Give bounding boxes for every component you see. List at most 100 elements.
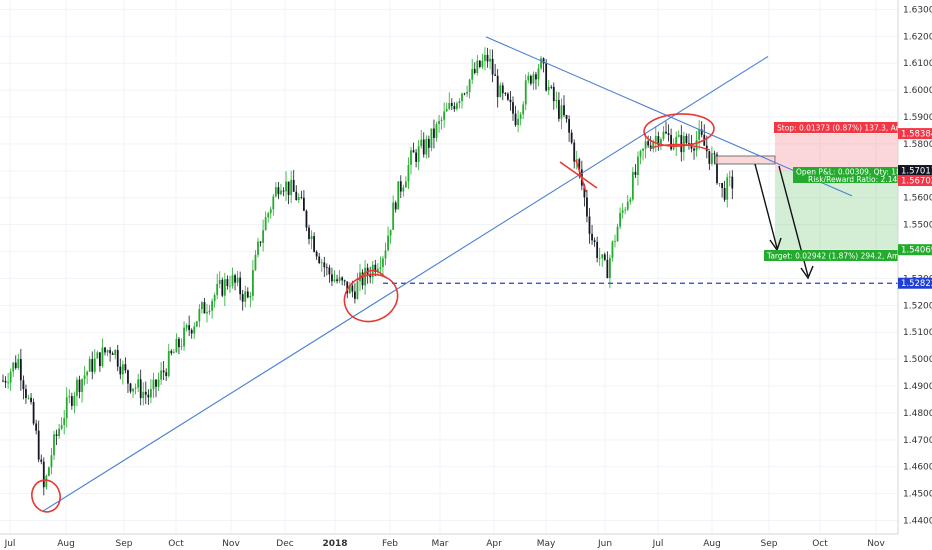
y-tick-label: 1.56000: [903, 194, 932, 204]
downtrend-line[interactable]: [485, 36, 853, 197]
candle-body: [48, 467, 50, 476]
candle-body: [700, 129, 703, 135]
candle-body: [25, 389, 27, 398]
candle-body: [578, 159, 581, 170]
candle-body: [132, 388, 134, 392]
y-tick-label: 1.48000: [903, 409, 932, 419]
x-tick-label: Mar: [432, 539, 449, 549]
candle-body: [665, 131, 667, 134]
candle-body: [484, 54, 486, 61]
candle-body: [206, 312, 208, 314]
candle-body: [346, 281, 349, 294]
candle-body: [711, 153, 713, 164]
price-badge-label: 1.58384: [901, 130, 932, 140]
candle-body: [150, 388, 152, 398]
candle-body: [542, 58, 545, 64]
position-zones: [775, 133, 898, 250]
candle-body: [229, 285, 231, 287]
candle-body: [313, 236, 315, 252]
candle-body: [348, 285, 351, 294]
candle-body: [448, 102, 451, 109]
candle-body: [672, 145, 675, 150]
x-tick-label: Sep: [116, 539, 133, 549]
x-tick-label: Jul: [652, 539, 664, 549]
candle-body: [598, 257, 601, 259]
candle-body: [91, 359, 94, 372]
candle-body: [524, 80, 527, 105]
candle-body: [514, 113, 517, 126]
candle-body: [65, 397, 68, 419]
candle-body: [535, 74, 537, 80]
candle-body: [99, 352, 101, 367]
candle-body: [198, 309, 201, 322]
y-tick-label: 1.52000: [903, 301, 932, 311]
candle-body: [183, 327, 185, 347]
candle-body: [519, 114, 522, 119]
candle-body: [688, 143, 690, 144]
candle-body: [180, 346, 183, 348]
stop-label: Stop: 0.01373 (0.87%) 137.3, Amount:: [777, 124, 923, 133]
candle-body: [223, 279, 226, 296]
candle-body: [601, 254, 604, 258]
x-tick-label: Nov: [867, 539, 885, 549]
y-tick-label: 1.47000: [903, 436, 932, 446]
candles: [2, 47, 734, 496]
candle-body: [27, 397, 30, 399]
candle-body: [693, 148, 695, 151]
uptrend-line[interactable]: [42, 56, 769, 512]
candle-body: [127, 370, 129, 384]
candle-body: [499, 85, 502, 97]
candle-body: [619, 212, 621, 227]
y-tick-label: 1.49000: [903, 382, 932, 392]
candle-body: [731, 176, 734, 189]
candle-body: [274, 187, 277, 197]
y-tick-label: 1.44000: [903, 517, 932, 527]
candle-body: [70, 396, 73, 406]
y-tick-label: 1.50000: [903, 355, 932, 365]
candle-body: [12, 362, 15, 372]
candle-body: [152, 379, 155, 389]
candle-body: [280, 190, 282, 195]
candle-body: [83, 375, 86, 380]
candle-body: [328, 267, 331, 275]
stop-loss-zone[interactable]: [775, 133, 898, 171]
candle-body: [310, 236, 313, 239]
candle-body: [119, 366, 122, 375]
candle-body: [463, 93, 466, 95]
candle-body: [420, 139, 423, 147]
candle-body: [320, 262, 323, 264]
x-tick-label: Apr: [486, 539, 502, 549]
annotation-cross-may: [559, 159, 598, 193]
annotations: [31, 113, 715, 513]
candle-body: [667, 133, 670, 135]
candle-body: [40, 459, 43, 462]
x-tick-label: Aug: [57, 539, 75, 549]
candle-body: [723, 188, 726, 200]
candle-body: [17, 359, 20, 369]
candle-body: [555, 100, 558, 102]
candle-body: [504, 93, 507, 94]
stop-label-box: [774, 122, 898, 133]
candle-body: [639, 150, 642, 157]
candle-body: [106, 350, 109, 353]
candle-body: [675, 136, 678, 146]
candle-body: [412, 150, 415, 153]
candle-body: [211, 301, 213, 311]
time-axis[interactable]: Jul Aug Sep Oct Nov Dec 2018 Feb Mar Apr May Jun Jul…: [4, 539, 886, 549]
candle-body: [596, 241, 599, 258]
candle-body: [624, 209, 627, 211]
candle-body: [193, 326, 196, 334]
candle-body: [216, 283, 219, 296]
price-badge: [898, 277, 932, 289]
candle-body: [155, 379, 157, 387]
entry-box[interactable]: [714, 155, 776, 165]
candle-body: [308, 227, 310, 239]
candle-body: [563, 105, 565, 116]
candle-body: [160, 370, 162, 380]
candle-body: [167, 350, 170, 376]
take-profit-zone[interactable]: [775, 170, 898, 250]
candle-body: [593, 240, 596, 242]
candle-body: [76, 379, 78, 396]
